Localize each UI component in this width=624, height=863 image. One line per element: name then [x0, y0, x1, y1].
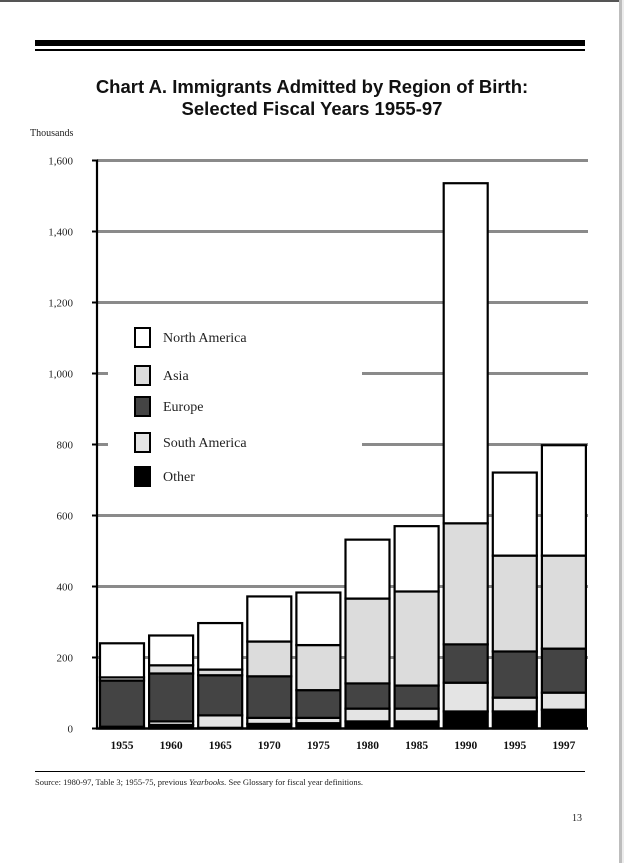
legend-label: South America: [163, 436, 247, 451]
x-tick-label: 1985: [405, 740, 428, 752]
legend-swatch-asia: [134, 365, 151, 386]
y-tick-label: 1,400: [48, 227, 73, 239]
y-axis-unit-label: Thousands: [30, 128, 74, 139]
y-tick-label: 1,600: [48, 156, 73, 168]
bar-segment-asia: [148, 664, 195, 675]
bar-segment-asia: [393, 590, 440, 687]
y-tick-label: 200: [57, 653, 74, 665]
header-rule-thick: [35, 40, 585, 46]
y-tick-label: 600: [57, 511, 74, 523]
page-top-edge: [0, 0, 624, 2]
bar-segment-europe: [442, 643, 489, 684]
x-tick-label: 1960: [160, 740, 183, 752]
bar-segment-north-america: [295, 591, 342, 647]
bar-segment-asia: [246, 640, 293, 678]
bar-segment-south-america: [540, 691, 588, 711]
page-right-shadow: [622, 0, 624, 863]
x-tick-label: 1970: [258, 740, 281, 752]
bar-segment-europe: [344, 682, 391, 710]
source-italic: Yearbooks.: [189, 777, 227, 787]
bar-segment-europe: [197, 674, 244, 717]
bar-segment-north-america: [98, 642, 146, 679]
x-tick-label: 1995: [503, 740, 526, 752]
bar-segment-europe: [148, 672, 195, 723]
source-rule: [35, 771, 585, 772]
bar-segment-south-america: [393, 707, 440, 723]
header-rule-thin: [35, 49, 585, 51]
legend-swatch-south-america: [134, 432, 151, 453]
source-note: Source: 1980-97, Table 3; 1955-75, previ…: [35, 777, 363, 787]
bar-segment-europe: [393, 684, 440, 710]
bar-segment-north-america: [491, 471, 538, 557]
x-tick-label: 1955: [111, 740, 134, 752]
legend-label: North America: [163, 331, 247, 346]
legend-swatch-other: [134, 466, 151, 487]
bar-segment-other: [540, 708, 588, 730]
bar-segment-south-america: [344, 707, 391, 723]
bar-segment-north-america: [540, 444, 588, 557]
chart-title-line2: Selected Fiscal Years 1955-97: [181, 98, 443, 119]
bar-segment-other: [491, 710, 538, 730]
bar-segment-north-america: [246, 595, 293, 643]
bar-segment-north-america: [393, 525, 440, 593]
legend-label: Asia: [163, 369, 189, 384]
y-tick-label: 800: [57, 440, 74, 452]
x-tick-label: 1997: [552, 740, 575, 752]
bar-segment-europe: [295, 689, 342, 719]
bar-segment-other: [442, 710, 489, 730]
x-tick-label: 1965: [209, 740, 232, 752]
y-tick-label: 1,000: [48, 369, 73, 381]
bar-segment-asia: [491, 554, 538, 653]
bar-segment-south-america: [491, 696, 538, 713]
bar-segment-europe: [246, 675, 293, 719]
bar-segment-north-america: [344, 538, 391, 600]
bar-segment-asia: [344, 597, 391, 685]
y-tick-label: 1,200: [48, 298, 73, 310]
page-number: 13: [572, 813, 582, 824]
x-tick-label: 1980: [356, 740, 379, 752]
chart-title-line1: Chart A. Immigrants Admitted by Region o…: [95, 76, 529, 97]
legend-swatch-europe: [134, 396, 151, 417]
bar-segment-north-america: [442, 182, 489, 525]
chart-title: Chart A. Immigrants Admitted by Region o…: [0, 76, 624, 120]
legend-label: Other: [163, 470, 195, 485]
bar-segment-north-america: [148, 634, 195, 667]
x-tick-label: 1975: [307, 740, 330, 752]
bar-segment-asia: [295, 643, 342, 692]
page-right-edge: [619, 0, 622, 863]
bar-segment-south-america: [197, 714, 244, 729]
bar-segment-europe: [540, 647, 588, 694]
source-prefix: Source: 1980-97, Table 3; 1955-75, previ…: [35, 777, 190, 787]
bar-segment-north-america: [197, 621, 244, 671]
x-tick-label: 1990: [454, 740, 477, 752]
bar-segment-south-america: [442, 681, 489, 713]
bar-segment-europe: [491, 650, 538, 699]
legend-swatch-north-america: [134, 327, 151, 348]
bar-segment-europe: [98, 679, 146, 728]
bar-segment-asia: [442, 522, 489, 646]
bar-segment-asia: [540, 554, 588, 650]
y-tick-label: 0: [68, 724, 74, 736]
legend-label: Europe: [163, 400, 203, 415]
source-suffix: See Glossary for fiscal year definitions…: [226, 777, 364, 787]
y-tick-label: 400: [57, 582, 74, 594]
